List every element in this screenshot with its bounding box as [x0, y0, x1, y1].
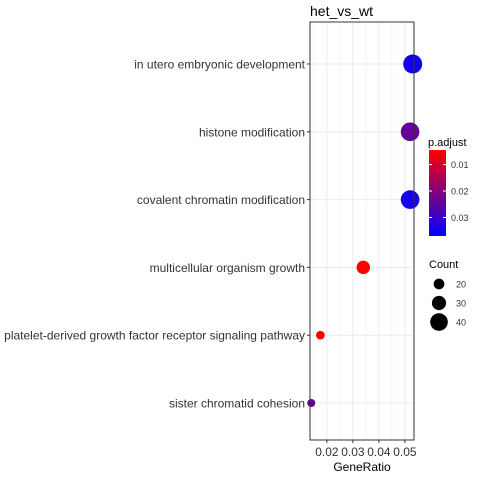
x-tick-label: 0.03: [341, 445, 365, 459]
x-tick-label: 0.02: [315, 445, 339, 459]
color-legend: p.adjust 0.01 0.02 0.03: [428, 137, 469, 236]
y-tick-label: covalent chromatin modification: [137, 193, 305, 207]
y-tick-label: in utero embryonic development: [134, 58, 305, 72]
color-legend-title: p.adjust: [428, 137, 467, 149]
grid: [310, 22, 414, 440]
color-legend-tick-label: 0.03: [451, 213, 469, 223]
y-tick-label: sister chromatid cohesion: [169, 397, 305, 411]
color-legend-bar: [429, 150, 446, 236]
y-tick-label: multicellular organism growth: [150, 261, 305, 275]
data-point: [403, 54, 423, 74]
x-axis: 0.02 0.03 0.04 0.05: [315, 440, 417, 459]
size-legend-key: [430, 313, 448, 331]
y-tick-label: histone modification: [199, 125, 305, 139]
y-tick-label: platelet-derived growth factor receptor …: [4, 329, 305, 343]
data-point: [400, 190, 420, 209]
data-point: [316, 330, 325, 340]
size-legend-title: Count: [429, 259, 458, 271]
color-legend-tick-label: 0.01: [451, 160, 469, 170]
data-point: [356, 260, 371, 275]
size-legend-key: [431, 295, 447, 311]
chart-title: het_vs_wt: [310, 3, 373, 19]
size-legend-label: 40: [456, 318, 466, 328]
size-legend-key: [433, 278, 445, 290]
size-legend: Count 20 30 40: [429, 259, 466, 331]
x-axis-title: GeneRatio: [333, 460, 391, 474]
panel-border: [309, 21, 415, 441]
size-legend-label: 30: [456, 299, 466, 309]
x-tick-label: 0.04: [367, 445, 391, 459]
size-legend-label: 20: [456, 280, 466, 290]
color-legend-tick-label: 0.02: [451, 187, 469, 197]
x-tick-label: 0.05: [393, 445, 417, 459]
data-point: [400, 122, 420, 142]
data-points: [307, 54, 423, 407]
data-point: [307, 399, 316, 407]
y-axis: in utero embryonic development histone mo…: [4, 58, 310, 411]
